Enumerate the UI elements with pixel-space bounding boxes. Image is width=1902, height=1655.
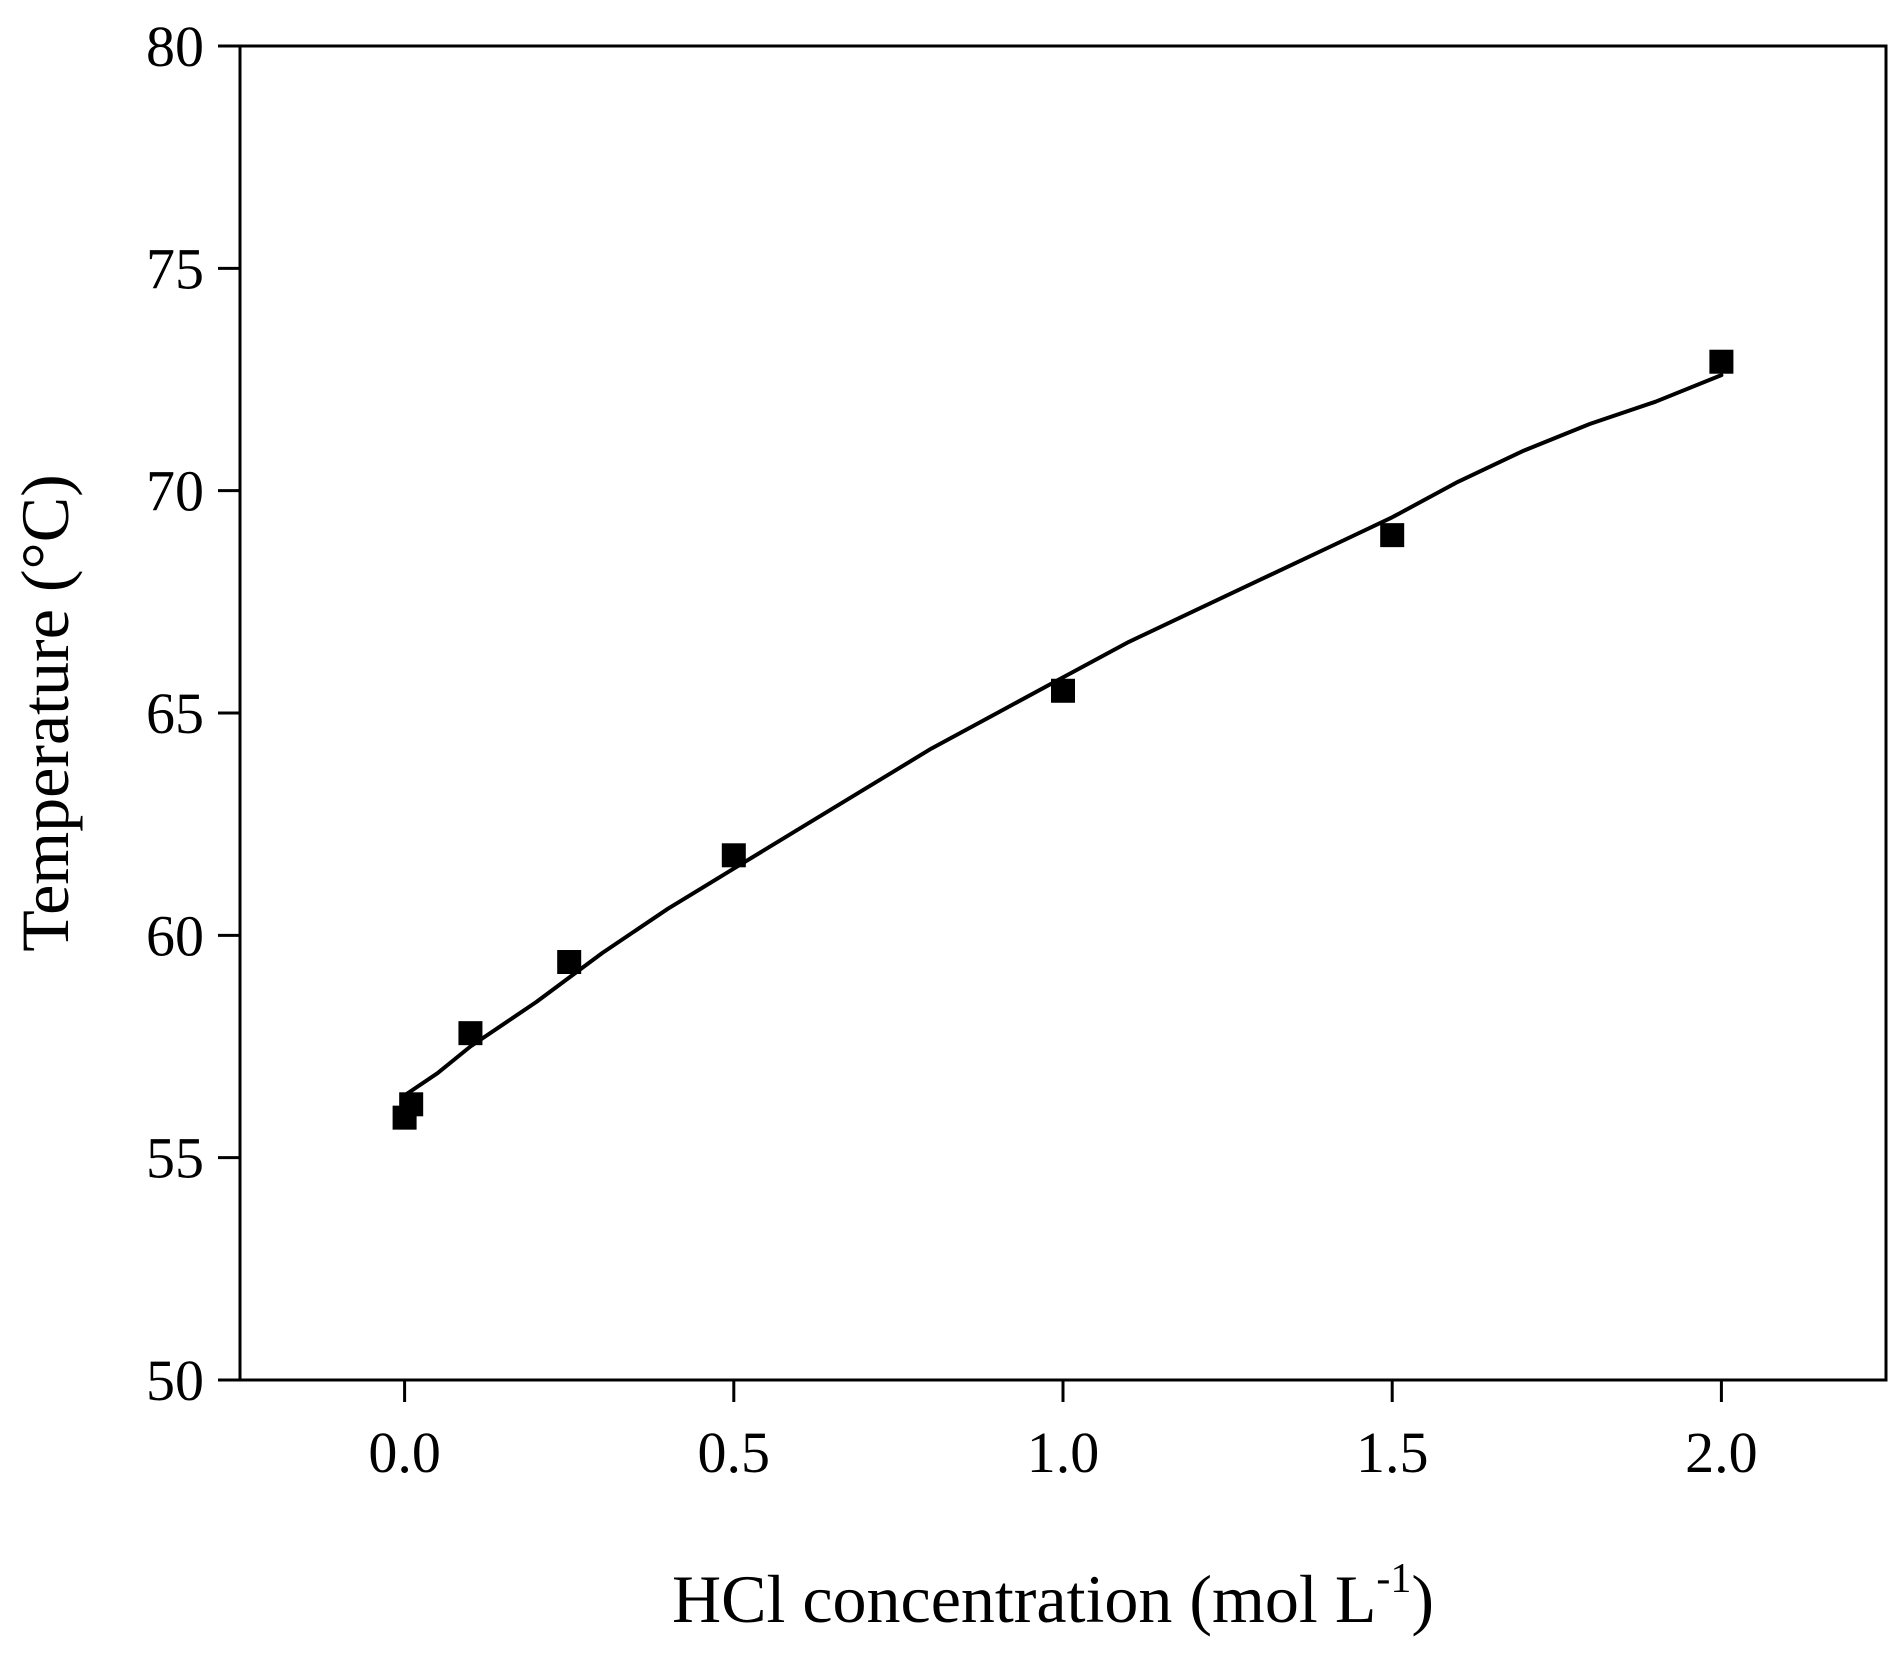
plot-frame: [238, 44, 1888, 1382]
y-axis-title: Temperature (°C): [7, 474, 83, 951]
x-axis-title-main: HCl concentration (mol L: [672, 1561, 1376, 1637]
y-tick-label-2: 60: [146, 903, 204, 968]
data-point-6: [1380, 523, 1405, 548]
y-tick-label-5: 75: [146, 236, 204, 301]
x-tick-label-2: 1.0: [1027, 1420, 1100, 1485]
data-points: [392, 349, 1734, 1130]
data-point-1: [399, 1092, 424, 1117]
x-axis-title: HCl concentration (mol L-1): [672, 1556, 1434, 1637]
x-axis-title-suffix: ): [1411, 1561, 1434, 1637]
x-tick-label-0: 0.0: [368, 1420, 441, 1485]
x-axis-title-superscript: -1: [1376, 1556, 1411, 1602]
data-point-5: [1051, 678, 1075, 703]
data-point-2: [458, 1021, 483, 1046]
y-tick-label-1: 55: [146, 1126, 204, 1191]
data-point-7: [1709, 349, 1734, 374]
x-tick-label-1: 0.5: [698, 1420, 771, 1485]
fit-curve-layer: [402, 373, 1724, 1098]
data-point-3: [557, 950, 582, 975]
x-tick-label-4: 2.0: [1685, 1420, 1758, 1485]
y-tick-label-6: 80: [146, 14, 204, 79]
y-tick-label-3: 65: [146, 681, 204, 746]
y-tick-label-4: 70: [146, 459, 204, 524]
x-tick-label-3: 1.5: [1356, 1420, 1429, 1485]
data-point-4: [721, 843, 746, 868]
fit-curve: [402, 373, 1724, 1098]
axis-ticks: [218, 44, 1723, 1402]
y-tick-label-0: 50: [146, 1348, 204, 1413]
tick-labels: 0.0 0.5 1.0 1.5 2.0 50 55 60 65 70 75 80: [146, 14, 1758, 1485]
